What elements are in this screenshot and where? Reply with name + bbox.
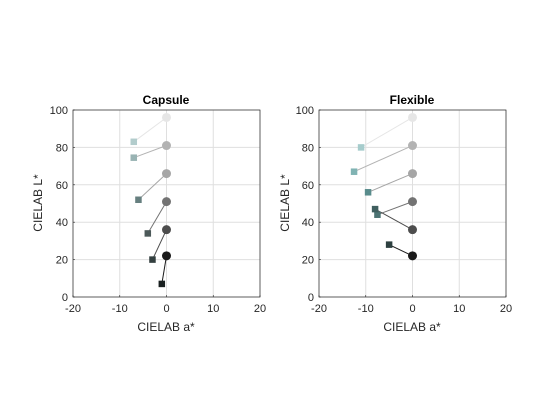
y-tick-label: 0 — [308, 292, 314, 304]
connector-line — [152, 229, 167, 260]
connector-line — [367, 173, 413, 193]
y-tick-label: 20 — [302, 255, 314, 267]
sample-point — [371, 205, 379, 213]
chart-title: Capsule — [143, 93, 190, 107]
sample-point — [130, 138, 138, 146]
x-tick-label: 20 — [254, 303, 266, 315]
y-tick-label: 20 — [56, 255, 68, 267]
data-layer — [350, 112, 417, 261]
x-tick-label: -20 — [311, 303, 327, 315]
y-tick-label: 60 — [56, 180, 68, 192]
y-tick-label: 40 — [56, 217, 68, 229]
reference-point — [408, 141, 417, 151]
y-tick-label: 100 — [50, 105, 68, 117]
y-tick-label: 100 — [296, 105, 314, 117]
y-tick-label: 60 — [302, 180, 314, 192]
sample-point — [149, 256, 156, 263]
sample-point — [130, 154, 138, 161]
axes-box — [72, 109, 261, 298]
connector-line — [377, 201, 413, 216]
chart-title: Flexible — [390, 93, 435, 107]
y-tick-label: 80 — [56, 142, 68, 154]
sample-point — [364, 189, 372, 196]
reference-point — [408, 251, 417, 261]
sample-point — [144, 230, 152, 237]
connector-line — [353, 145, 413, 173]
axes: -20 -10 0 10 20 0 20 40 60 80 100 — [296, 105, 512, 315]
sample-point — [385, 241, 393, 248]
x-tick-label: 10 — [453, 303, 465, 315]
reference-point — [162, 141, 171, 151]
reference-point — [408, 112, 417, 122]
sample-point — [350, 168, 358, 175]
connector-line — [133, 117, 167, 143]
axes: -20 -10 0 10 20 0 20 40 60 80 100 — [50, 105, 266, 315]
x-tick-label: -20 — [65, 303, 81, 315]
y-tick-label: 0 — [62, 292, 68, 304]
reference-point — [162, 225, 171, 235]
connector-line — [138, 173, 167, 201]
connector-line — [161, 255, 167, 284]
x-tick-label: -10 — [358, 303, 374, 315]
x-tick-label: 10 — [207, 303, 219, 315]
sample-point — [158, 280, 166, 288]
reference-point — [162, 112, 171, 122]
sample-point — [374, 211, 381, 218]
reference-point — [162, 197, 171, 207]
reference-point — [408, 197, 417, 207]
connector-line — [374, 208, 413, 231]
data-layer — [130, 112, 171, 288]
connector-line — [133, 145, 167, 159]
x-tick-label: -10 — [112, 303, 128, 315]
reference-point — [408, 169, 417, 179]
connector-line — [147, 201, 167, 234]
sample-point — [357, 144, 365, 151]
x-axis-label: CIELAB a* — [383, 320, 441, 334]
x-tick-label: 0 — [409, 303, 415, 315]
sample-point — [135, 196, 142, 204]
y-tick-label: 40 — [302, 217, 314, 229]
y-tick-label: 80 — [302, 142, 314, 154]
connector-line — [360, 117, 413, 148]
reference-point — [408, 225, 417, 235]
chart-flexible: Flexible CIELAB a* CIELAB L* -20 -10 0 10 20… — [278, 93, 512, 334]
reference-point — [162, 169, 171, 179]
axes-box — [318, 109, 507, 298]
x-tick-label: 20 — [500, 303, 512, 315]
x-axis-label: CIELAB a* — [137, 320, 195, 334]
chart-capsule: Capsule CIELAB a* CIELAB L* -20 -10 0 10 20 0… — [31, 93, 266, 334]
x-tick-label: 0 — [163, 303, 169, 315]
y-axis-label: CIELAB L* — [278, 174, 292, 232]
y-axis-label: CIELAB L* — [31, 174, 45, 232]
reference-point — [162, 251, 171, 261]
